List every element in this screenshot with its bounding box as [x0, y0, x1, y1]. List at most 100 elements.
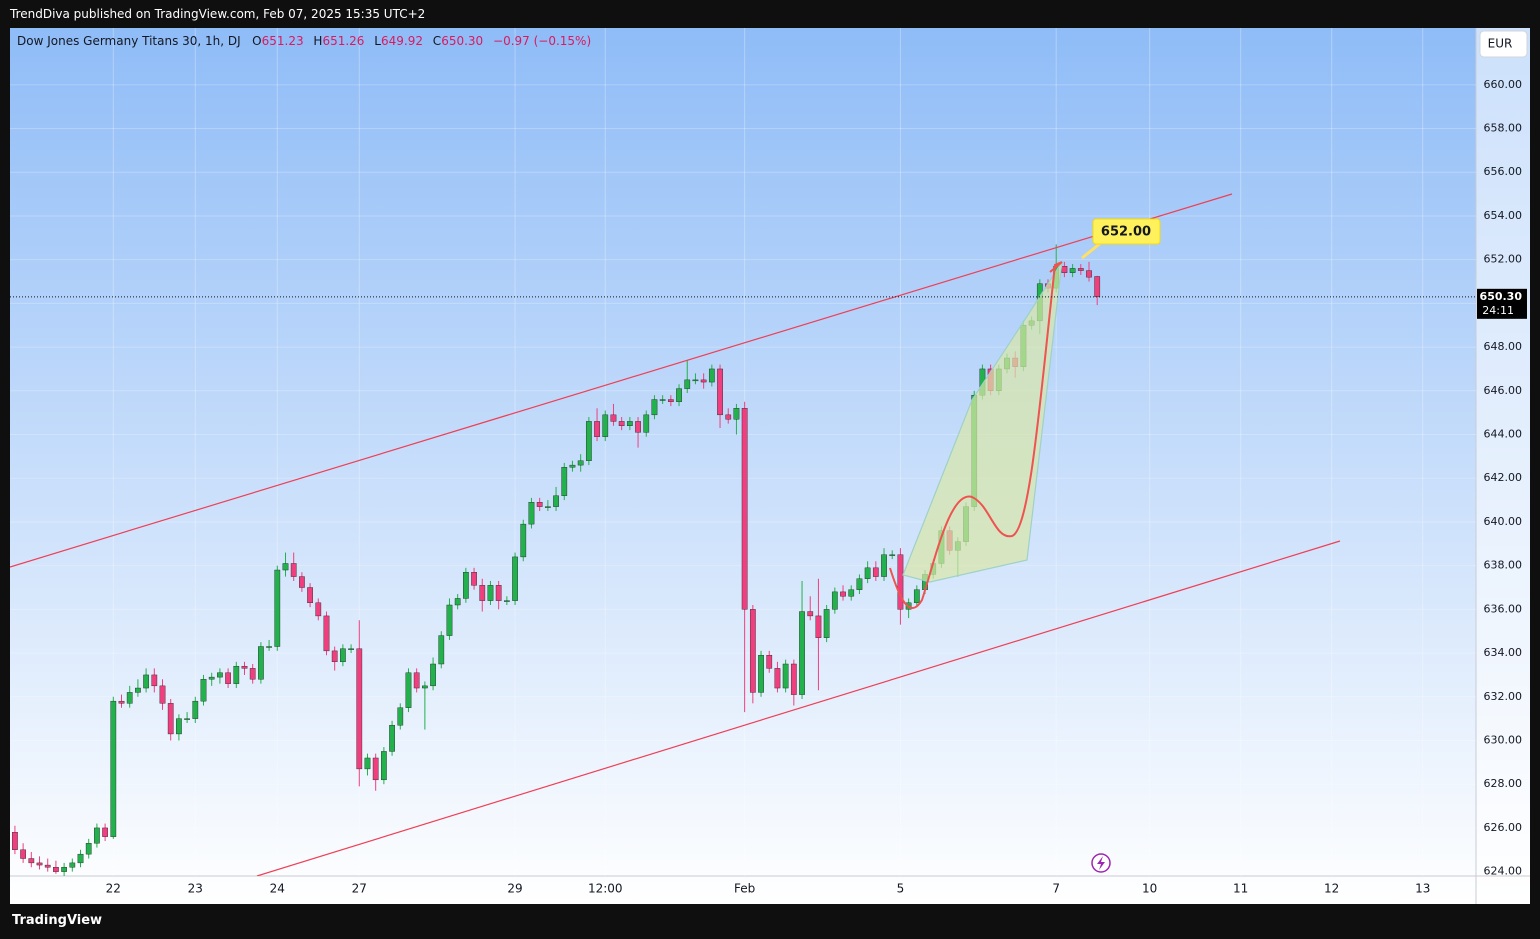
candle-body — [749, 609, 756, 693]
chart-background — [10, 28, 1530, 904]
x-tick-label: 10 — [1142, 882, 1157, 896]
candle-body — [61, 867, 67, 872]
candle-body — [692, 379, 699, 382]
y-tick-label: 658.00 — [1484, 122, 1523, 135]
candle-body — [315, 602, 322, 617]
callout-pointer — [1081, 240, 1103, 260]
y-tick-label: 644.00 — [1484, 428, 1523, 441]
candle-body — [241, 665, 248, 669]
y-tick-label: 654.00 — [1484, 209, 1523, 222]
y-tick-label: 638.00 — [1484, 559, 1523, 572]
candle-body — [561, 467, 568, 496]
candle-body — [307, 587, 313, 604]
candle-body — [831, 591, 838, 610]
footer-logo: TradingView — [12, 913, 103, 928]
frame-left — [0, 28, 10, 904]
candle-body — [135, 687, 141, 693]
candle-body — [528, 502, 535, 525]
candle-body — [356, 648, 363, 770]
candle-body — [94, 827, 100, 844]
candle-body — [200, 679, 207, 702]
candle-body — [741, 408, 748, 610]
candle-body — [717, 368, 723, 416]
candle-body — [512, 556, 518, 601]
candle-body — [659, 399, 666, 401]
callout-box — [1092, 218, 1161, 245]
y-tick-label: 656.00 — [1484, 165, 1523, 178]
candle-body — [495, 585, 502, 601]
footer-bar: TradingView — [0, 904, 1540, 939]
candle-body — [372, 757, 379, 781]
candle-body — [815, 615, 822, 638]
candle-body — [897, 554, 904, 610]
candle-body — [258, 646, 264, 680]
x-tick-label: 12 — [1324, 882, 1339, 896]
candle-body — [282, 563, 289, 571]
candle-body — [102, 827, 108, 837]
candle-body — [69, 862, 76, 868]
candle-body — [602, 414, 609, 437]
candle-body — [733, 408, 740, 420]
candle-body — [323, 615, 330, 652]
last-price-badge — [1477, 288, 1527, 319]
candle-body — [471, 572, 477, 586]
candle-body — [676, 388, 682, 402]
y-tick-label: 632.00 — [1484, 690, 1523, 703]
candle-body — [667, 399, 674, 402]
x-tick-label: 13 — [1415, 882, 1430, 896]
y-tick-label: 634.00 — [1484, 646, 1523, 659]
candle-body — [536, 502, 543, 507]
candle-body — [504, 600, 510, 602]
candle-body — [823, 609, 830, 638]
currency-label[interactable]: EUR — [1488, 37, 1513, 51]
candle-body — [758, 655, 764, 693]
candle-body — [184, 718, 190, 720]
candle-body — [585, 421, 592, 461]
currency-button[interactable] — [1479, 30, 1528, 58]
candle-body — [790, 663, 797, 695]
candle-body — [340, 648, 346, 663]
candle-body — [872, 567, 879, 577]
candle-body — [1086, 270, 1092, 278]
candle-body — [397, 707, 404, 726]
candle-body — [610, 414, 617, 422]
candle-body — [520, 523, 527, 558]
candle-body — [864, 567, 871, 579]
candle-body — [881, 554, 887, 577]
x-tick-label: Feb — [734, 882, 755, 896]
candle-body — [635, 421, 641, 433]
candle-body — [331, 650, 338, 663]
y-tick-label: 652.00 — [1484, 253, 1523, 266]
candle-body — [151, 674, 158, 687]
candle-body — [1061, 266, 1068, 273]
candle-body — [1077, 268, 1084, 271]
candle-body — [430, 663, 436, 687]
candle-body — [143, 674, 149, 689]
candle-body — [848, 589, 855, 597]
ohlc-key: L — [374, 34, 381, 48]
candle-body — [28, 858, 35, 864]
ohlc-key: O — [252, 34, 262, 48]
ohlc-value: 649.92 — [380, 34, 423, 48]
ohlc-value: 650.30 — [441, 34, 484, 48]
ohlc-key: C — [432, 34, 442, 48]
candle-body — [274, 569, 281, 647]
candle-body — [159, 685, 166, 704]
publish-text: TrendDiva published on TradingView.com, … — [10, 7, 426, 21]
x-tick-label: 24 — [270, 882, 285, 896]
candle-body — [766, 655, 773, 669]
candle-body — [856, 578, 863, 590]
candle-body — [413, 672, 420, 689]
candle-body — [36, 862, 43, 866]
candle-body — [1069, 268, 1076, 273]
y-tick-label: 628.00 — [1484, 777, 1523, 790]
candle-body — [192, 700, 199, 719]
candle-body — [348, 648, 354, 650]
x-tick-label: 29 — [507, 882, 522, 896]
candle-body — [85, 843, 92, 855]
candle-body — [389, 724, 395, 752]
candle-body — [782, 663, 789, 689]
candle-body — [569, 464, 576, 468]
candle-body — [422, 685, 428, 689]
